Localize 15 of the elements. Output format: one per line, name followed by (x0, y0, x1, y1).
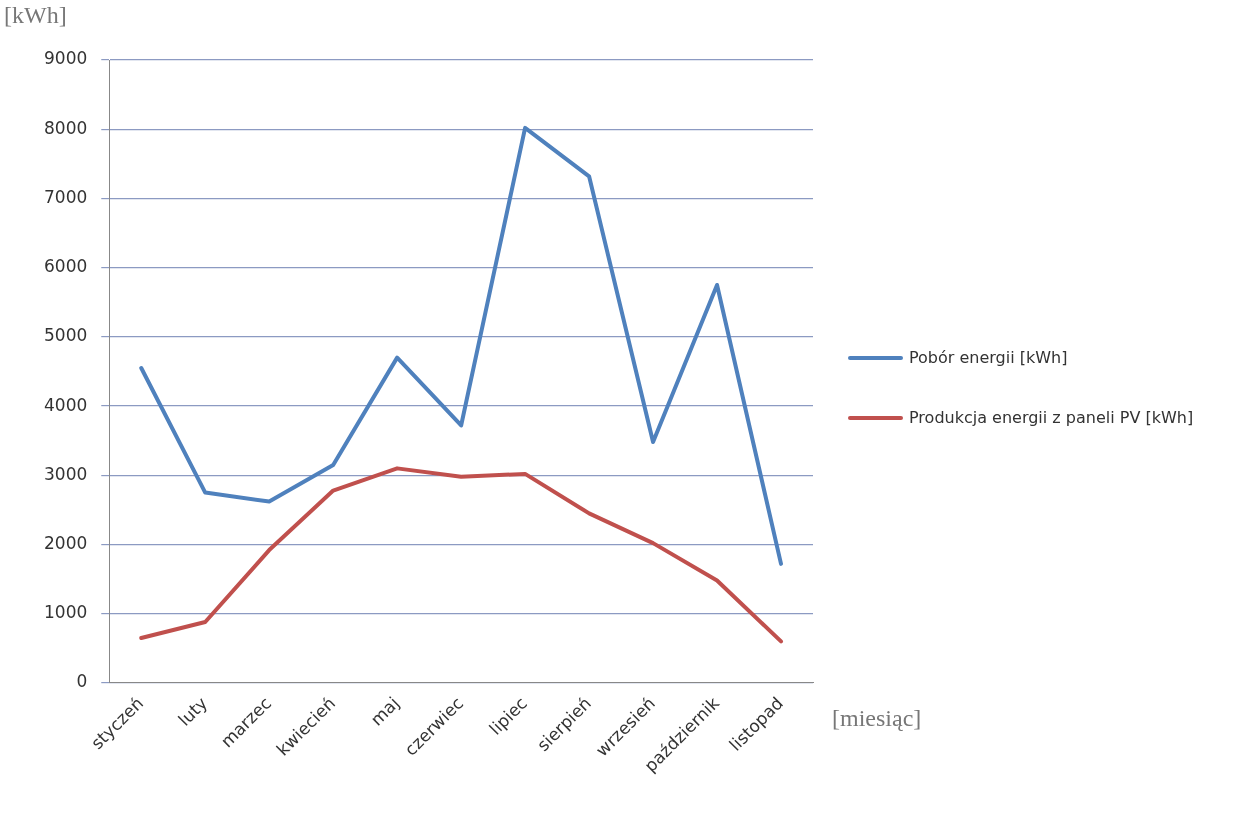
y-tick-label: 7000 (44, 186, 88, 207)
legend-label: Pobór energii [kWh] (909, 347, 1069, 369)
y-axis-title: [kWh] (4, 2, 67, 29)
y-tick-label: 3000 (44, 463, 88, 484)
legend-label: Produkcja energii z paneli PV [kWh] (909, 407, 1195, 429)
y-tick-label: 6000 (44, 256, 88, 277)
y-tick-label: 2000 (44, 532, 88, 553)
y-tick-label: 5000 (44, 325, 88, 346)
y-tick-label: 8000 (44, 117, 88, 138)
x-axis-title: [miesiąc] (832, 705, 922, 732)
y-tick-label: 4000 (44, 394, 88, 415)
y-tick-label: 0 (76, 671, 88, 692)
y-tick-label: 1000 (44, 602, 88, 623)
x-tick-label: luty (174, 692, 212, 730)
y-tick-label: 9000 (44, 48, 88, 69)
